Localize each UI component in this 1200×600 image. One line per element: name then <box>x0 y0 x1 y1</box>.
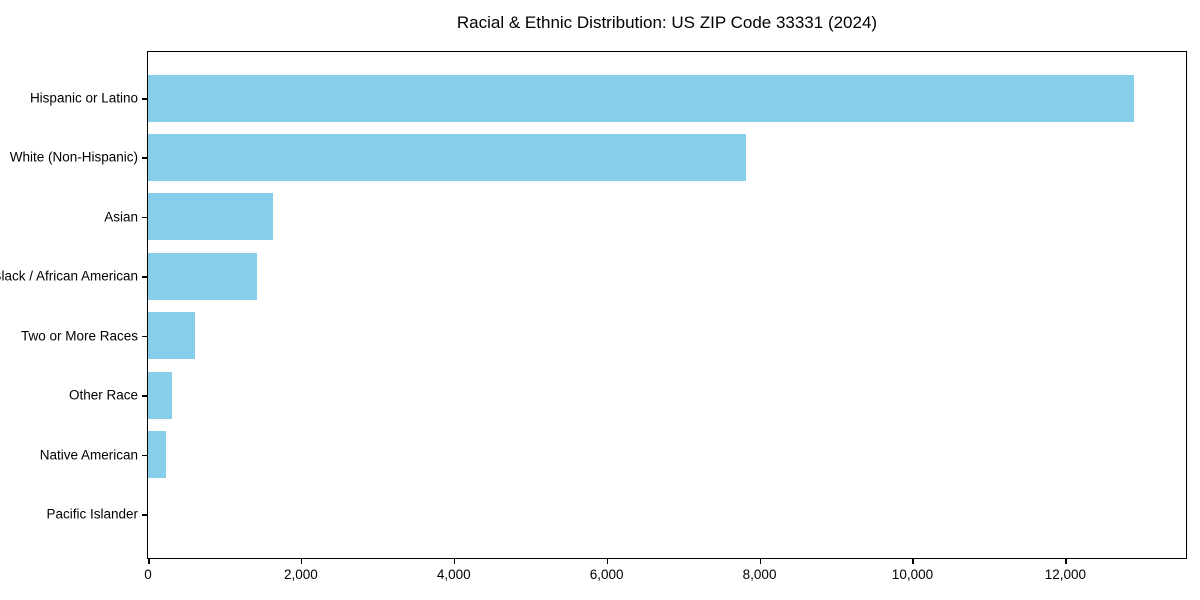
bar-hispanic-or-latino <box>148 74 1135 122</box>
bar-two-or-more-races <box>148 312 195 360</box>
plot-area: Hispanic or Latino White (Non-Hispanic) As… <box>0 51 1187 582</box>
x-axis-tick <box>912 558 914 564</box>
x-axis-tick-label: 10,000 <box>891 567 934 582</box>
bar-white-non-hispanic <box>148 133 746 181</box>
category-label: Two or More Races <box>20 328 138 344</box>
y-axis-tick <box>142 514 148 516</box>
x-axis-tick <box>1065 558 1067 564</box>
x-axis-tick-label: 0 <box>144 567 152 582</box>
x-axis-tick-label: 12,000 <box>1044 567 1087 582</box>
category-label: Hispanic or Latino <box>29 90 138 106</box>
category-label: Black / African American <box>0 268 138 284</box>
category-label: Asian <box>104 209 138 225</box>
x-axis-tick-label: 2,000 <box>283 567 318 582</box>
x-axis-tick <box>606 558 609 564</box>
y-axis-tick <box>142 395 148 397</box>
y-axis-tick <box>142 216 148 219</box>
chart-title: Racial & Ethnic Distribution: US ZIP Cod… <box>456 13 878 32</box>
x-axis-tick <box>759 558 762 564</box>
y-axis-tick <box>142 454 148 457</box>
category-label: Pacific Islander <box>46 506 138 522</box>
y-axis-tick <box>142 98 148 100</box>
bar-other-race <box>148 371 172 419</box>
bar-asian <box>148 193 274 241</box>
x-axis-tick <box>453 558 456 564</box>
x-axis-tick-label: 8,000 <box>742 567 777 582</box>
category-label: Native American <box>39 447 138 463</box>
bar-native-american <box>148 431 166 479</box>
x-axis-tick-label: 6,000 <box>589 567 624 582</box>
y-axis-tick <box>142 157 148 159</box>
category-label: Other Race <box>68 387 138 403</box>
bar-black-african-american <box>148 252 257 300</box>
y-axis-tick <box>142 335 148 338</box>
x-axis-tick <box>300 558 303 564</box>
category-label: White (Non-Hispanic) <box>9 149 138 165</box>
y-axis-tick <box>142 276 148 278</box>
x-axis-tick-label: 4,000 <box>436 567 471 582</box>
x-axis-tick <box>148 558 150 564</box>
